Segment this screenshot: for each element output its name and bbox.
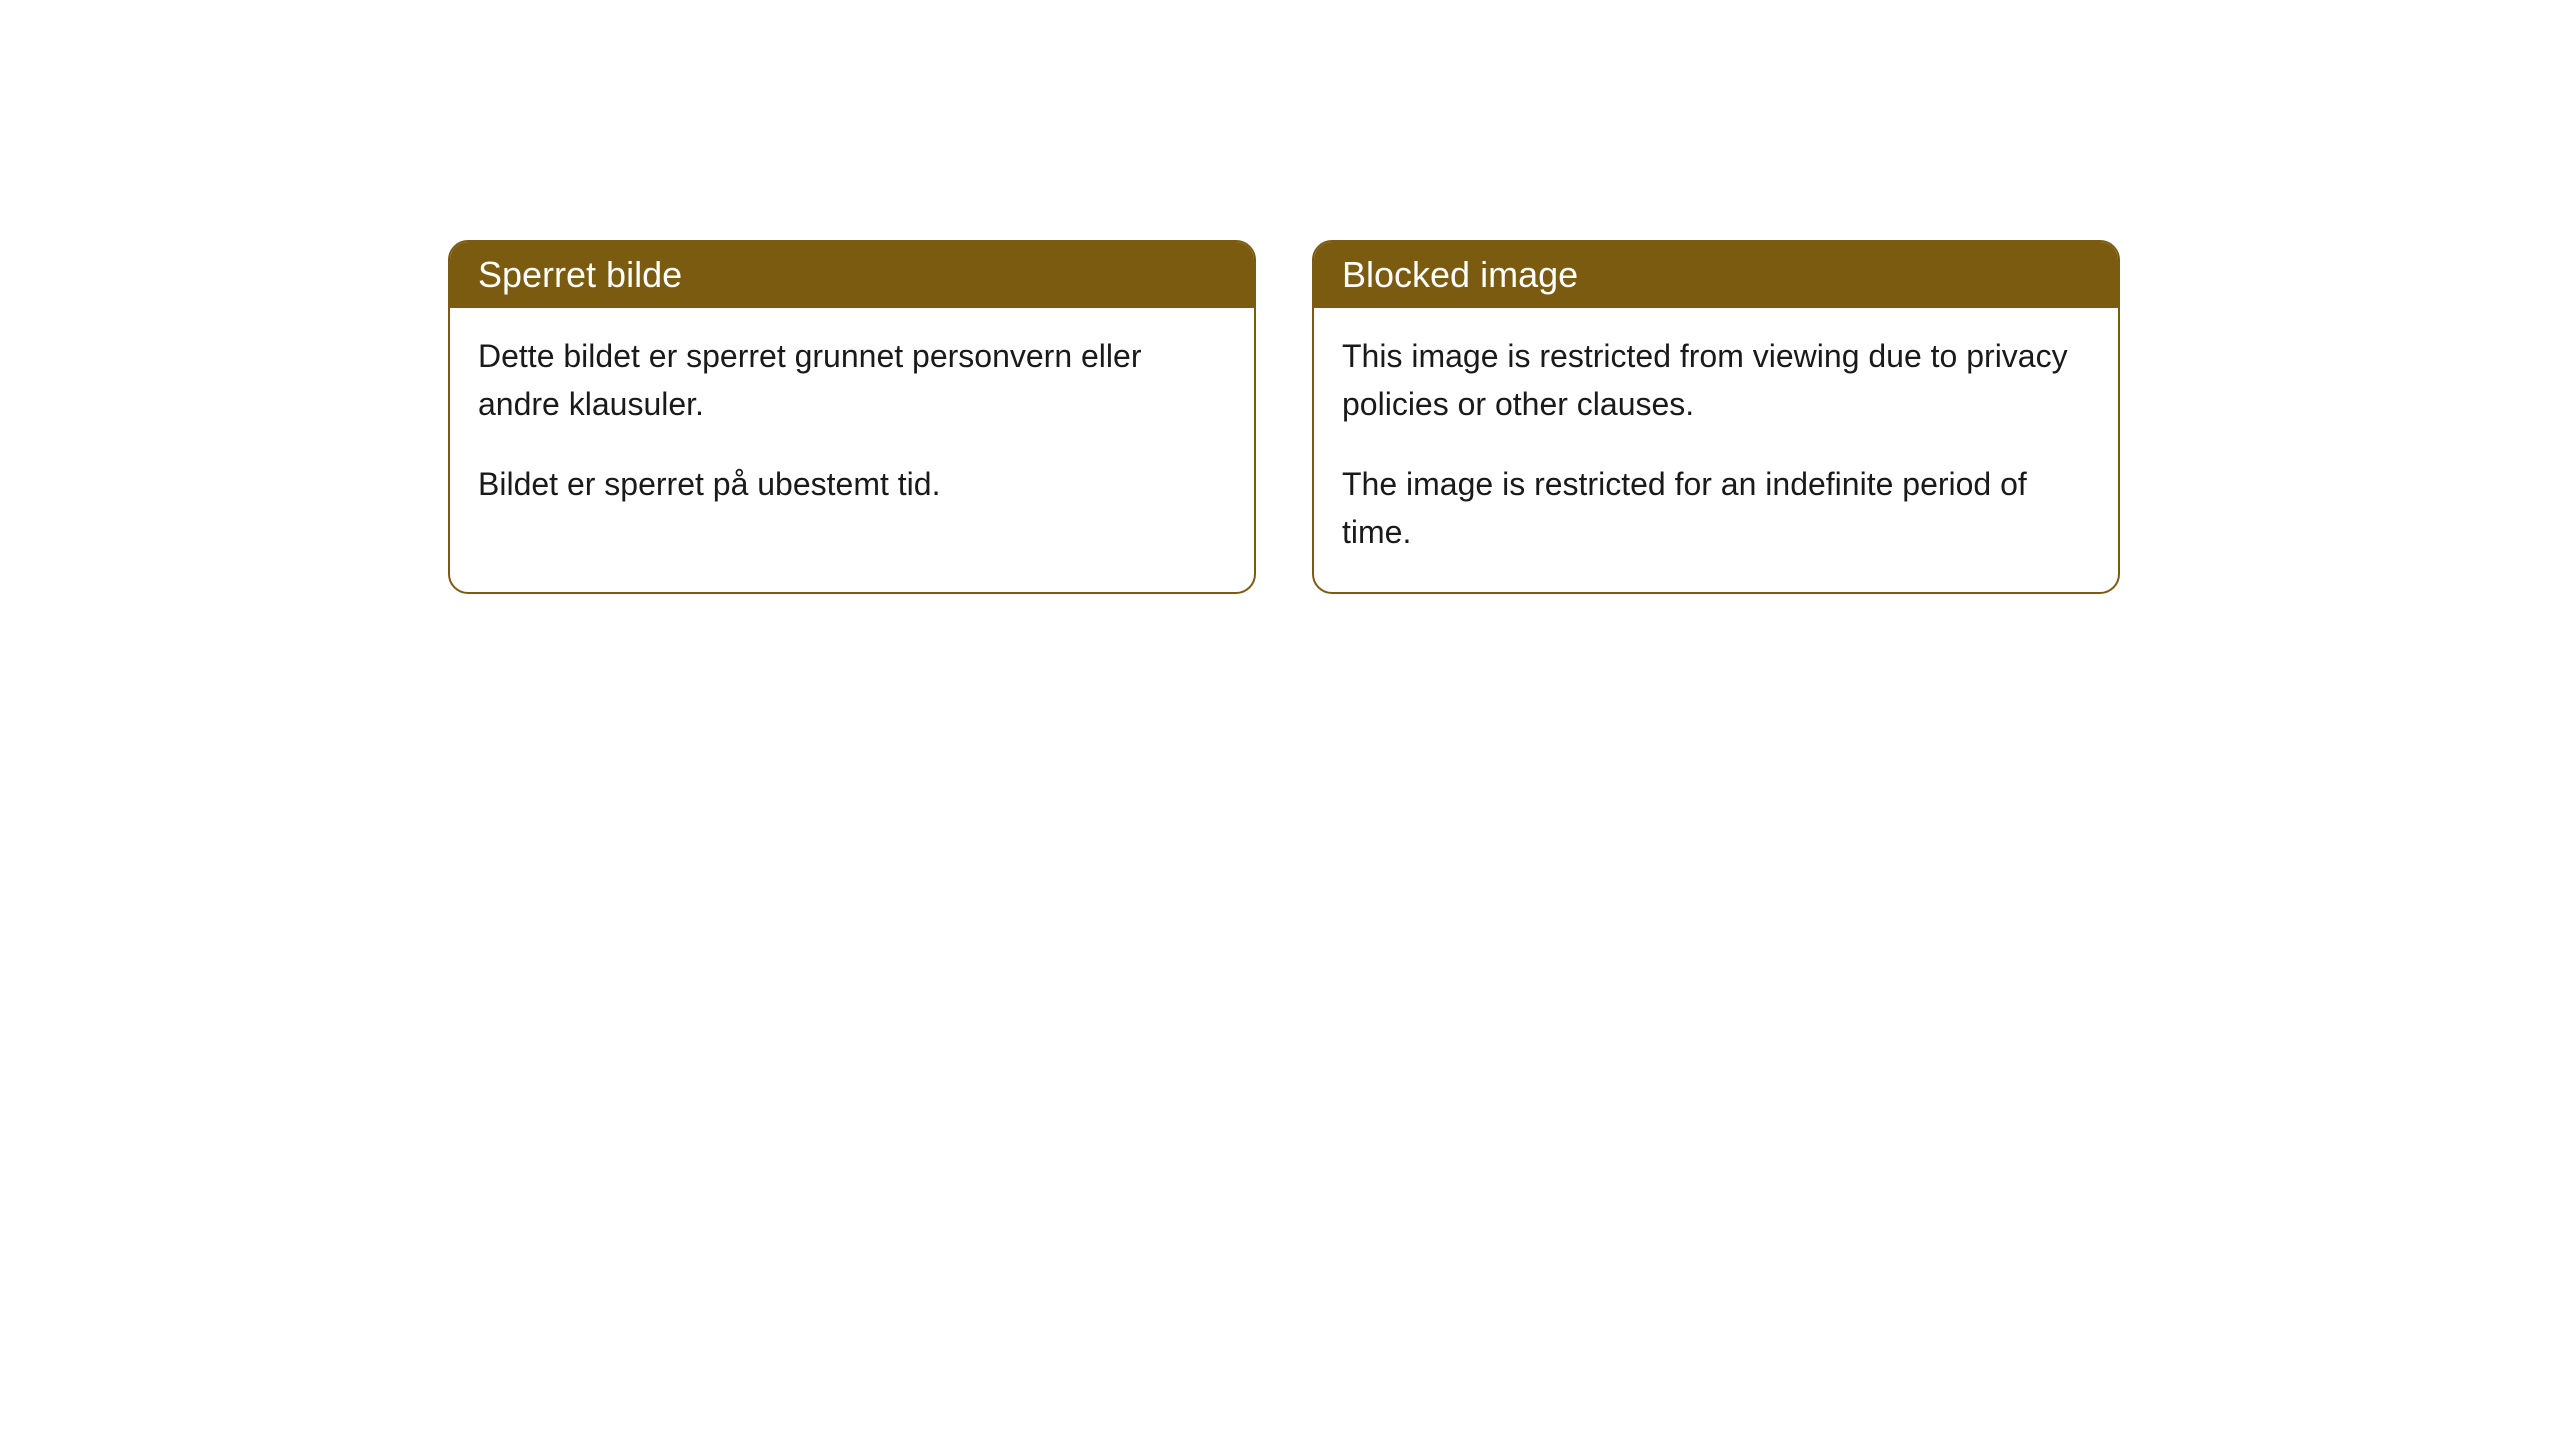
card-paragraph: Bildet er sperret på ubestemt tid. (478, 460, 1226, 508)
card-title: Sperret bilde (478, 254, 682, 295)
card-header-english: Blocked image (1314, 242, 2118, 308)
notice-cards-container: Sperret bilde Dette bildet er sperret gr… (448, 240, 2120, 594)
card-paragraph: This image is restricted from viewing du… (1342, 332, 2090, 428)
blocked-image-card-english: Blocked image This image is restricted f… (1312, 240, 2120, 594)
card-paragraph: Dette bildet er sperret grunnet personve… (478, 332, 1226, 428)
card-body-norwegian: Dette bildet er sperret grunnet personve… (450, 308, 1254, 544)
card-header-norwegian: Sperret bilde (450, 242, 1254, 308)
card-paragraph: The image is restricted for an indefinit… (1342, 460, 2090, 556)
card-body-english: This image is restricted from viewing du… (1314, 308, 2118, 592)
card-title: Blocked image (1342, 254, 1578, 295)
blocked-image-card-norwegian: Sperret bilde Dette bildet er sperret gr… (448, 240, 1256, 594)
